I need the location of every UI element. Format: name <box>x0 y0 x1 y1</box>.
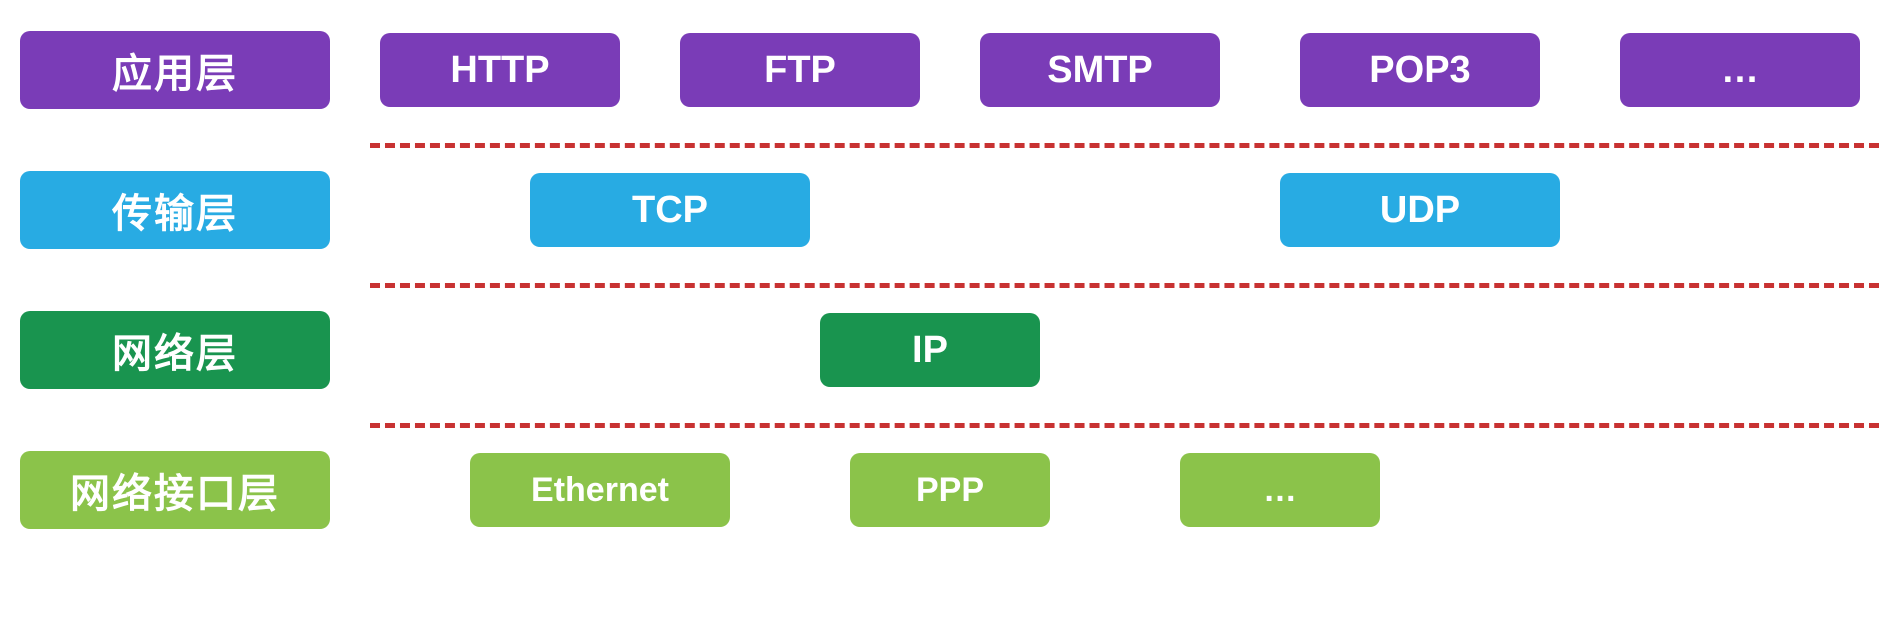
protocol-ppp: PPP <box>850 453 1050 527</box>
layer-label-application: 应用层 <box>20 31 330 109</box>
layer-label-transport: 传输层 <box>20 171 330 249</box>
protocol-more-app: … <box>1620 33 1860 107</box>
protocol-tcp: TCP <box>530 173 810 247</box>
protocol-more-link: … <box>1180 453 1380 527</box>
protocols-application: HTTP FTP SMTP POP3 … <box>380 30 1879 110</box>
layer-label-network: 网络层 <box>20 311 330 389</box>
protocols-link: Ethernet PPP … <box>380 450 1879 530</box>
layer-row-transport: 传输层 TCP UDP <box>20 170 1879 250</box>
protocol-http: HTTP <box>380 33 620 107</box>
protocols-transport: TCP UDP <box>380 170 1879 250</box>
protocol-pop3: POP3 <box>1300 33 1540 107</box>
divider-3 <box>20 400 1879 450</box>
layer-row-link: 网络接口层 Ethernet PPP … <box>20 450 1879 530</box>
protocols-network: IP <box>380 310 1879 390</box>
divider-1 <box>20 120 1879 170</box>
protocol-udp: UDP <box>1280 173 1560 247</box>
protocol-ftp: FTP <box>680 33 920 107</box>
divider-2 <box>20 260 1879 310</box>
protocol-ip: IP <box>820 313 1040 387</box>
tcp-ip-model-diagram: 应用层 HTTP FTP SMTP POP3 … 传输层 TCP UDP 网络层… <box>20 30 1879 530</box>
layer-label-link: 网络接口层 <box>20 451 330 529</box>
layer-row-network: 网络层 IP <box>20 310 1879 390</box>
protocol-ethernet: Ethernet <box>470 453 730 527</box>
layer-row-application: 应用层 HTTP FTP SMTP POP3 … <box>20 30 1879 110</box>
protocol-smtp: SMTP <box>980 33 1220 107</box>
